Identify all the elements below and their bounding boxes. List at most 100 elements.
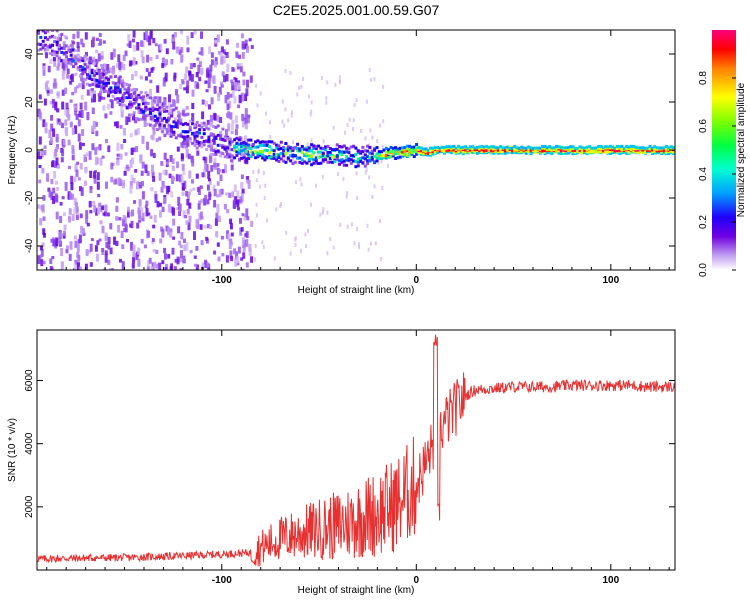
spectrogram-noise-cell: [48, 129, 52, 139]
spectrogram-ridge-cell: [258, 150, 262, 154]
spectrogram-ridge-cell: [165, 120, 169, 124]
spectrogram-ridge-cell: [340, 153, 344, 156]
spectrogram-ridge-cell: [102, 82, 106, 86]
spectrogram-ridge-cell: [226, 137, 230, 141]
spectrogram-noise-cell: [167, 204, 171, 213]
spectrogram-ridge-cell: [223, 147, 227, 151]
spectrogram-ridge-cell: [548, 145, 552, 149]
spectrogram-noise-cell: [91, 143, 95, 151]
spectrogram-noise-cell: [206, 199, 210, 205]
spectrogram-ridge-cell: [41, 30, 45, 33]
spectrogram-ridge-cell: [419, 146, 423, 150]
spectrogram-noise-cell: [358, 245, 361, 250]
spectrogram-ridge-cell: [207, 140, 211, 144]
spectrogram-ridge-cell: [226, 146, 230, 150]
spectrogram-noise-cell: [162, 77, 166, 87]
spectrogram-noise-cell: [50, 115, 54, 121]
spectrogram-noise-cell: [342, 176, 345, 181]
spectrogram-ridge-cell: [345, 150, 349, 154]
spectrogram-ridge-cell: [172, 120, 176, 124]
spectrogram-noise-cell: [196, 57, 200, 61]
spectrogram-noise-cell: [65, 248, 69, 254]
spectrogram-x-tick-label: 0: [414, 275, 420, 286]
spectrogram-noise-cell: [231, 191, 235, 198]
spectrogram-noise-cell: [218, 51, 222, 55]
spectrogram-ridge-cell: [123, 83, 127, 87]
spectrogram-ridge-cell: [403, 146, 407, 150]
spectrogram-ridge-cell: [510, 149, 514, 153]
spectrogram-ridge-cell: [650, 148, 654, 152]
spectrogram-noise-cell: [245, 262, 249, 268]
spectrogram-noise-cell: [205, 238, 209, 244]
spectrogram-ridge-cell: [142, 95, 145, 99]
spectrogram-noise-cell: [180, 250, 183, 259]
spectrogram-noise-cell: [172, 176, 175, 181]
spectrogram-noise-cell: [218, 215, 221, 222]
spectrogram-noise-cell: [81, 81, 85, 90]
spectrogram-noise-cell: [185, 191, 189, 197]
spectrogram-noise-cell: [88, 151, 92, 160]
spectrogram-ridge-cell: [144, 101, 148, 105]
spectrogram-noise-cell: [81, 43, 85, 48]
spectrogram-noise-cell: [206, 119, 210, 125]
spectrogram-noise-cell: [52, 239, 56, 247]
spectrogram-ridge-cell: [53, 36, 57, 39]
spectrogram-ridge-cell: [559, 145, 563, 149]
spectrogram-noise-cell: [176, 256, 180, 262]
spectrogram-noise-cell: [161, 232, 165, 237]
spectrogram-ridge-cell: [293, 154, 297, 158]
spectrogram-noise-cell: [130, 220, 134, 229]
spectrogram-noise-cell: [239, 63, 243, 68]
spectrogram-noise-cell: [263, 196, 266, 200]
spectrogram-ridge-cell: [219, 137, 223, 141]
spectrogram-noise-cell: [55, 237, 59, 247]
spectrogram-noise-cell: [149, 115, 153, 121]
spectrogram-noise-cell: [130, 174, 134, 181]
spectrogram-noise-cell: [214, 218, 218, 226]
spectrogram-noise-cell: [135, 253, 139, 261]
spectrogram-noise-cell: [257, 170, 260, 175]
spectrogram-ridge-cell: [356, 150, 360, 154]
spectrogram-noise-cell: [176, 94, 180, 104]
spectrogram-noise-cell: [193, 131, 197, 136]
spectrogram-noise-cell: [219, 117, 223, 123]
spectrogram-noise-cell: [67, 114, 71, 121]
spectrogram-ridge-cell: [186, 135, 190, 138]
spectrogram-noise-cell: [126, 43, 130, 47]
spectrogram-noise-cell: [131, 209, 135, 217]
spectrogram-ridge-cell: [573, 149, 577, 152]
spectrogram-ridge-cell: [242, 140, 246, 144]
spectrogram-ridge-cell: [137, 106, 141, 110]
spectrogram-ridge-cell: [214, 135, 218, 139]
spectrogram-noise-cell: [239, 66, 243, 73]
spectrogram-ridge-cell: [328, 157, 332, 160]
spectrogram-noise-cell: [94, 121, 98, 127]
spectrogram-noise-cell: [155, 54, 159, 60]
spectrogram-noise-cell: [165, 225, 169, 232]
spectrogram-ridge-cell: [440, 147, 444, 151]
spectrogram-ridge-cell: [653, 145, 657, 149]
spectrogram-ridge-cell: [487, 146, 491, 149]
spectrogram-noise-cell: [210, 165, 214, 172]
spectrogram-ridge-cell: [242, 143, 246, 147]
spectrogram-noise-cell: [143, 98, 147, 104]
spectrogram-noise-cell: [43, 145, 47, 149]
spectrogram-noise-cell: [155, 119, 159, 125]
spectrogram-ridge-cell: [326, 151, 330, 154]
spectrogram-noise-cell: [80, 38, 84, 45]
spectrogram-noise-cell: [64, 87, 68, 94]
spectrogram-ridge-cell: [230, 131, 234, 135]
spectrogram-noise-cell: [289, 251, 292, 256]
spectrogram-noise-cell: [60, 261, 64, 270]
spectrogram-noise-cell: [228, 192, 232, 198]
spectrogram-ridge-cell: [310, 143, 314, 147]
spectrogram-noise-cell: [241, 268, 245, 270]
spectrogram-noise-cell: [201, 172, 205, 178]
spectrogram-ridge-cell: [461, 145, 465, 149]
spectrogram-ridge-cell: [55, 30, 59, 33]
spectrogram-ridge-cell: [347, 147, 351, 151]
spectrogram-noise-cell: [160, 161, 164, 166]
spectrogram-ridge-cell: [181, 112, 185, 116]
spectrogram-ridge-cell: [81, 57, 85, 61]
spectrogram-ridge-cell: [121, 103, 124, 107]
